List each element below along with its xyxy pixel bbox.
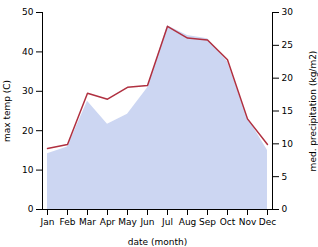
svg-text:Mar: Mar xyxy=(79,217,96,227)
svg-text:5: 5 xyxy=(282,172,288,182)
svg-text:Dec: Dec xyxy=(259,217,276,227)
svg-text:Feb: Feb xyxy=(60,217,76,227)
svg-text:30: 30 xyxy=(22,86,34,96)
svg-text:50: 50 xyxy=(22,7,34,17)
svg-text:Jul: Jul xyxy=(161,217,173,227)
svg-text:May: May xyxy=(118,217,137,227)
svg-text:0: 0 xyxy=(282,204,288,214)
svg-text:Jan: Jan xyxy=(40,217,55,227)
svg-text:40: 40 xyxy=(22,47,34,57)
svg-text:20: 20 xyxy=(282,73,294,83)
svg-text:10: 10 xyxy=(282,139,294,149)
svg-text:10: 10 xyxy=(22,165,34,175)
svg-text:date (month): date (month) xyxy=(128,237,187,247)
svg-text:25: 25 xyxy=(282,40,293,50)
svg-text:20: 20 xyxy=(22,126,34,136)
svg-text:max temp (C): max temp (C) xyxy=(2,80,12,142)
svg-text:Nov: Nov xyxy=(239,217,257,227)
svg-text:0: 0 xyxy=(28,204,34,214)
svg-text:Sep: Sep xyxy=(199,217,216,227)
svg-text:30: 30 xyxy=(282,7,294,17)
svg-text:med. precipitation (kg/m2): med. precipitation (kg/m2) xyxy=(308,51,318,172)
svg-text:Oct: Oct xyxy=(220,217,236,227)
svg-text:Aug: Aug xyxy=(179,217,197,227)
svg-text:Apr: Apr xyxy=(100,217,116,227)
svg-text:Jun: Jun xyxy=(139,217,154,227)
svg-text:15: 15 xyxy=(282,106,293,116)
